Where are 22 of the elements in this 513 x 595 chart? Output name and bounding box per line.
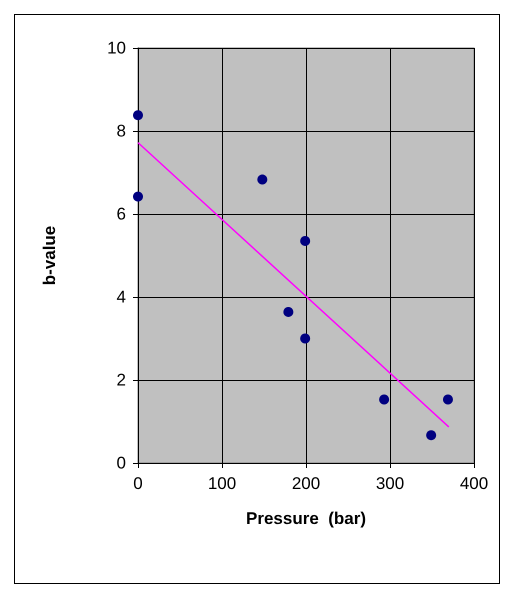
point (257, 174, 268, 185)
point (300, 236, 310, 246)
x-tick-label: 400 (460, 474, 488, 493)
point (133, 110, 143, 120)
y-tick-label: 8 (116, 122, 126, 140)
y-tick-label: 6 (116, 204, 126, 224)
y-axis-title: b-value (40, 226, 59, 286)
y-tick-label: 10 (107, 38, 126, 58)
x-tick-label: 200 (292, 474, 320, 493)
x-tick-label: 100 (208, 474, 236, 493)
y-tick-label: 4 (116, 288, 126, 306)
point (426, 430, 436, 440)
x-tick-label: 0 (133, 474, 143, 493)
y-tick-label: 0 (116, 454, 126, 472)
y-tick-label: 2 (116, 370, 126, 390)
point (379, 394, 390, 404)
point (442, 394, 453, 404)
point (300, 334, 310, 344)
point (133, 192, 143, 202)
point (283, 306, 294, 317)
x-axis-title: Pressure (bar) (246, 509, 366, 528)
x-tick-label: 300 (376, 474, 404, 493)
